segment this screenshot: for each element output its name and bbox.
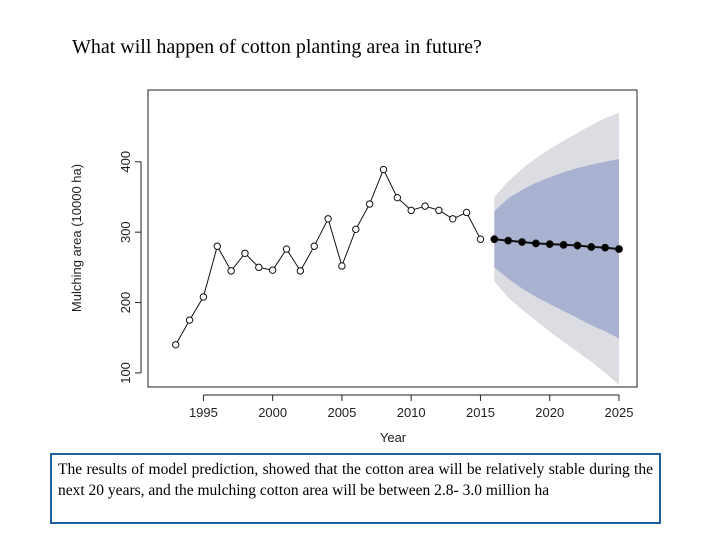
observed-point [268, 266, 277, 274]
observed-point [255, 263, 263, 272]
observed-point [172, 341, 180, 349]
forecast-point [573, 241, 582, 250]
x-tick-label: 1995 [189, 405, 218, 420]
observed-point [185, 316, 194, 324]
observed-point [282, 245, 291, 253]
series-points [172, 165, 623, 349]
forecast-line [494, 238, 620, 251]
observed-point [421, 202, 429, 210]
observed-point [213, 242, 221, 250]
observed-point [241, 249, 249, 257]
y-tick-label: 100 [118, 362, 133, 384]
observed-point [407, 206, 415, 215]
y-tick-label: 300 [118, 221, 133, 243]
forecast-point [587, 243, 596, 251]
observed-point [352, 225, 360, 234]
forecast-point [545, 240, 554, 249]
observed-point [227, 267, 235, 275]
y-tick-label: 400 [118, 151, 133, 173]
observed-point [476, 235, 485, 243]
x-axis: 1995 2000 2005 2010 2015 2020 2025 [189, 394, 634, 420]
x-tick-label: 2020 [535, 405, 564, 420]
forecast-point [490, 235, 499, 244]
observed-point [338, 262, 346, 270]
observed-point [449, 215, 457, 223]
observed-point [393, 193, 402, 202]
prediction-band-1 [494, 159, 619, 339]
forecast-point [518, 238, 526, 246]
x-tick-label: 2010 [397, 405, 426, 420]
x-tick-label: 2025 [605, 405, 634, 420]
forecast-point [615, 245, 623, 253]
observed-point [462, 208, 471, 217]
y-tick-label: 200 [118, 292, 133, 314]
x-tick-label: 2000 [258, 405, 287, 420]
prediction-bands [494, 112, 619, 385]
caption-box: The results of model prediction, showed … [50, 453, 661, 524]
observed-point [324, 215, 332, 223]
y-axis: 100 200 300 400 [118, 151, 142, 384]
forecast-point [559, 240, 568, 249]
observed-point [365, 200, 374, 208]
observed-point [199, 293, 208, 301]
observed-point [310, 242, 318, 250]
forecast-chart: 1995 2000 2005 2010 2015 2020 2025 100 200 300 40… [69, 89, 638, 445]
y-axis-label: Mulching area (10000 ha) [69, 164, 84, 312]
x-tick-label: 2015 [466, 405, 495, 420]
forecast-point [504, 236, 513, 245]
observed-point [296, 267, 305, 275]
slide-title: What will happen of cotton planting area… [72, 36, 482, 58]
x-axis-label: Year [380, 430, 407, 445]
forecast-point [531, 239, 540, 248]
x-tick-label: 2005 [327, 405, 356, 420]
forecast-point [601, 243, 610, 252]
observed-point [379, 165, 388, 174]
observed-point [435, 206, 443, 215]
